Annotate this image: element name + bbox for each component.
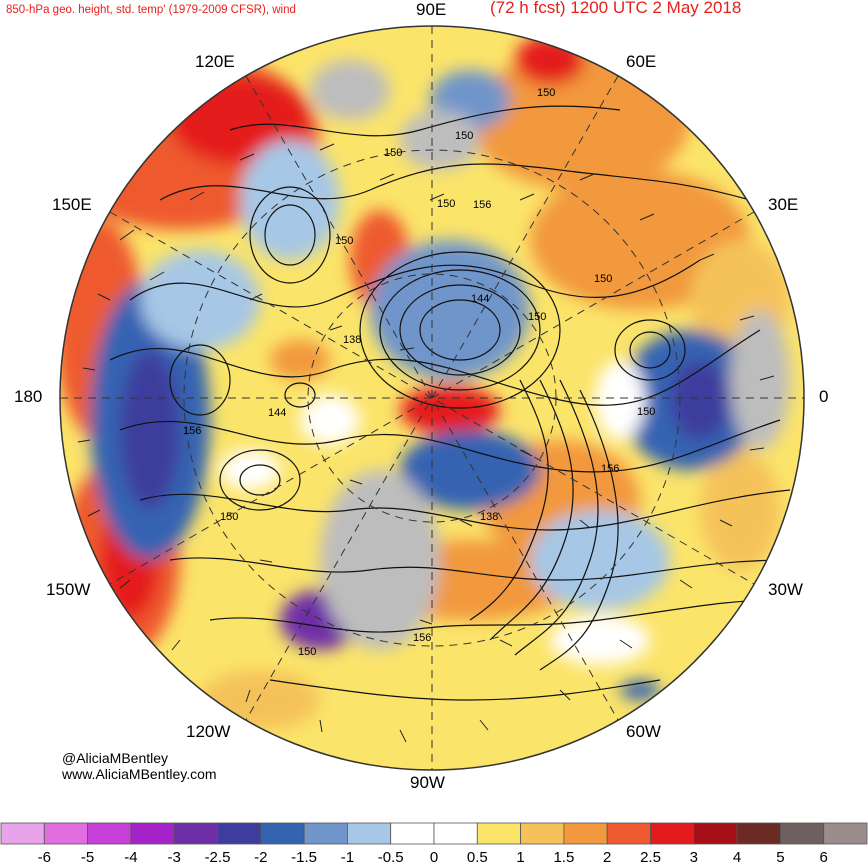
- contour-label: 144: [268, 407, 286, 419]
- contour-label: 150: [455, 130, 473, 142]
- colorbar: -6 -5 -4 -3 -2.5 -2 -1.5 -1 -0.5 0 0.5 1 1.5 2 2.5 3 4 5 6: [0, 822, 868, 865]
- chart-title-left: 850-hPa geo. height, std. temp' (1979-20…: [6, 4, 296, 16]
- colorbar-swatch: [303, 822, 348, 845]
- contour-label: 156: [183, 425, 201, 437]
- colorbar-tick-label: -0.5: [378, 849, 404, 865]
- colorbar-tick-label: 4: [733, 849, 741, 865]
- colorbar-tick-label: -2: [254, 849, 267, 865]
- contour-label: 144: [471, 293, 489, 305]
- credit-handle: @AliciaMBentley: [62, 750, 169, 766]
- lon-label-180: 180: [14, 387, 43, 406]
- contour-label: 150: [384, 147, 402, 159]
- colorbar-swatch: [736, 822, 781, 845]
- colorbar-swatch: [260, 822, 305, 845]
- colorbar-swatch: [87, 822, 132, 845]
- contour-label: 150: [220, 511, 238, 523]
- lon-label-60e: 60E: [626, 52, 657, 71]
- colorbar-swatch: [563, 822, 608, 845]
- colorbar-tick-label: -3: [168, 849, 181, 865]
- contour-label: 138: [343, 334, 361, 346]
- colorbar-swatch: [130, 822, 175, 845]
- colorbar-tick-label: -1.5: [291, 849, 317, 865]
- colorbar-swatch: [780, 822, 825, 845]
- contour-label: 156: [473, 199, 491, 211]
- contour-label: 150: [298, 646, 316, 658]
- colorbar-swatch: [217, 822, 262, 845]
- colorbar-tick-label: 6: [820, 849, 828, 865]
- colorbar-tick-label: -2.5: [205, 849, 231, 865]
- contour-label: 156: [413, 632, 431, 644]
- colorbar-swatch: [520, 822, 565, 845]
- lon-label-30e: 30E: [768, 195, 799, 214]
- colorbar-tick-label: 0: [430, 849, 438, 865]
- contour-label: 150: [594, 273, 612, 285]
- lon-label-120e: 120E: [195, 52, 235, 71]
- wind-barbs: [77, 143, 775, 743]
- colorbar-swatch: [433, 822, 478, 845]
- lon-label-150e: 150E: [52, 195, 92, 214]
- colorbar-swatch: [346, 822, 392, 845]
- colorbar-swatch: [606, 822, 651, 845]
- lon-label-150w: 150W: [46, 580, 91, 599]
- height-contours: [109, 105, 791, 701]
- contour-label: 150: [637, 406, 655, 418]
- colorbar-swatch: [173, 822, 218, 845]
- lon-label-60w: 60W: [626, 722, 661, 741]
- colorbar-swatch: [650, 822, 695, 845]
- colorbar-swatch: [390, 822, 435, 845]
- lon-label-30w: 30W: [768, 580, 803, 599]
- colorbar-tick-label: 3: [690, 849, 698, 865]
- colorbar-swatch: [823, 822, 868, 845]
- colorbar-tick-label: -4: [124, 849, 137, 865]
- contour-label: 150: [537, 87, 555, 99]
- colorbar-swatch: [43, 822, 88, 845]
- colorbar-tick-label: 1.5: [553, 849, 574, 865]
- contour-label: 156: [601, 463, 619, 475]
- contour-label-group: 150 150 150 150 150 156 150 144 138 150 …: [183, 87, 655, 658]
- colorbar-tick-label: -6: [38, 849, 51, 865]
- map-boundary: [59, 25, 805, 771]
- lon-label-120w: 120W: [186, 722, 231, 741]
- contour-label: 138: [480, 511, 498, 523]
- credit-website: www.AliciaMBentley.com: [62, 766, 217, 782]
- colorbar-tick-label: 0.5: [467, 849, 488, 865]
- graticule: [60, 26, 804, 770]
- colorbar-tick-label: 1: [516, 849, 524, 865]
- polar-map: 150 150 150 150 150 156 150 144 138 150 …: [59, 25, 805, 771]
- colorbar-swatch: [0, 822, 45, 845]
- lon-label-0: 0: [819, 387, 829, 406]
- colorbar-swatch: [476, 822, 521, 845]
- colorbar-tick-label: -1: [341, 849, 354, 865]
- colorbar-tick-label: -5: [81, 849, 94, 865]
- colorbar-swatch: [693, 822, 738, 845]
- colorbar-tick-label: 2.5: [640, 849, 661, 865]
- lon-label-90e: 90E: [416, 0, 447, 19]
- colorbar-tick-label: 5: [776, 849, 784, 865]
- chart-title-right: (72 h fcst) 1200 UTC 2 May 2018: [490, 0, 742, 17]
- colorbar-tick-label: 2: [603, 849, 611, 865]
- lon-label-90w: 90W: [410, 773, 445, 792]
- contour-label: 150: [335, 235, 353, 247]
- contour-label: 150: [437, 198, 455, 210]
- contour-label: 150: [528, 311, 546, 323]
- anomaly-field: [60, 26, 804, 770]
